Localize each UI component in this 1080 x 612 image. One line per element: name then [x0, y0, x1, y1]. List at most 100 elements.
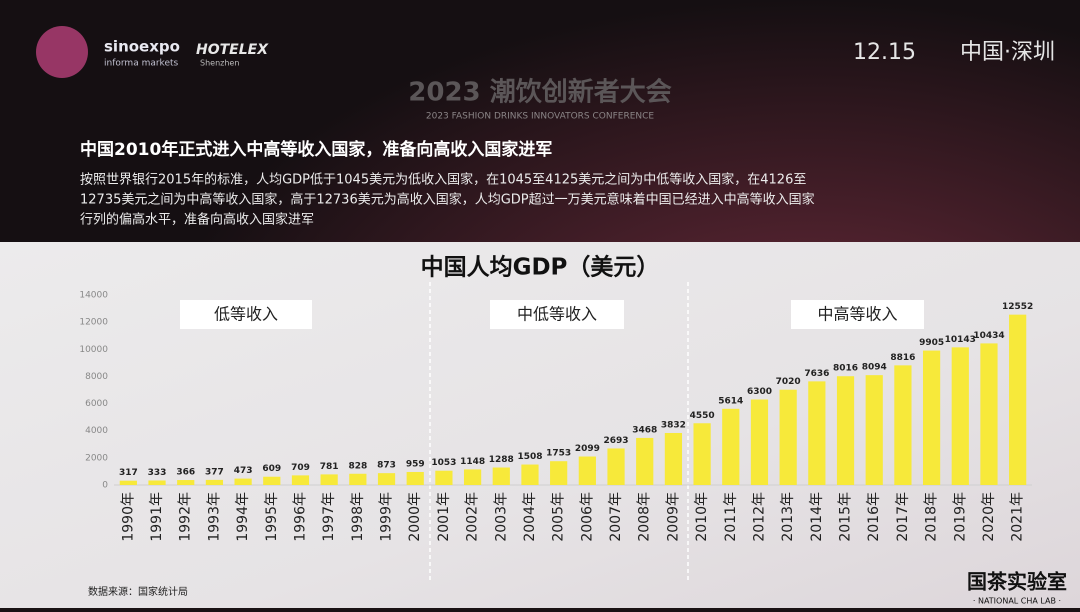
value-label: 1288	[489, 455, 514, 465]
bar	[320, 474, 338, 485]
bar	[550, 461, 568, 485]
date: 12.15	[853, 40, 916, 65]
logo: informa markets	[104, 59, 179, 69]
x-tick-label: 1998年	[350, 492, 366, 542]
bar	[1009, 314, 1027, 485]
bar	[463, 469, 482, 485]
bar	[377, 473, 396, 485]
x-tick-label: 2001年	[436, 492, 452, 542]
chart-panel	[0, 242, 1080, 608]
value-label: 7636	[804, 369, 829, 379]
value-label: 6300	[747, 387, 772, 397]
value-label: 10434	[973, 331, 1004, 341]
x-tick-label: 2012年	[751, 492, 767, 542]
event-title: 2023 潮饮创新者大会	[408, 77, 671, 108]
value-label: 9905	[919, 338, 944, 348]
bar	[779, 389, 797, 485]
bar	[263, 476, 281, 485]
brand-name: 国茶实验室	[967, 570, 1067, 594]
value-label: 10143	[945, 335, 976, 345]
x-tick-label: 1995年	[264, 492, 280, 542]
bar	[750, 399, 769, 485]
chart-title: 中国人均GDP（美元）	[421, 254, 660, 281]
x-tick-label: 2013年	[780, 492, 796, 542]
value-label: 3832	[661, 420, 686, 430]
bar	[406, 471, 424, 485]
bar	[521, 464, 539, 485]
value-label: 828	[348, 461, 367, 471]
band-label: 低等收入	[214, 305, 278, 324]
logo: HOTELEX	[196, 42, 269, 58]
band-label: 中高等收入	[817, 305, 897, 324]
bar	[836, 376, 855, 485]
x-tick-label: 2009年	[665, 492, 681, 542]
bar	[148, 480, 166, 485]
y-tick-label: 2000	[85, 453, 108, 463]
x-tick-label: 2018年	[924, 492, 940, 542]
value-label: 709	[291, 463, 310, 473]
body-line: 按照世界银行2015年的标准，人均GDP低于1045美元为低收入国家，在1045…	[80, 172, 806, 188]
body-line: 行列的偏高水平，准备向高收入国家进军	[80, 212, 314, 228]
value-label: 1053	[431, 458, 456, 468]
x-tick-label: 2005年	[551, 492, 567, 542]
event-subtitle: 2023 FASHION DRINKS INNOVATORS CONFERENC…	[426, 112, 655, 122]
logo: Shenzhen	[200, 59, 239, 68]
headline: 中国2010年正式进入中高等收入国家，准备向高收入国家进军	[80, 139, 552, 160]
x-tick-label: 1999年	[379, 492, 395, 542]
y-tick-label: 12000	[79, 318, 108, 328]
value-label: 333	[148, 468, 167, 478]
x-tick-label: 2006年	[579, 492, 595, 542]
bar	[722, 408, 740, 485]
x-tick-label: 1996年	[292, 492, 308, 542]
value-label: 12552	[1002, 302, 1033, 312]
value-label: 8816	[890, 353, 915, 363]
bar	[435, 470, 453, 485]
x-tick-label: 2016年	[866, 492, 882, 542]
x-tick-label: 2014年	[809, 492, 825, 542]
y-tick-label: 0	[102, 481, 108, 491]
value-label: 781	[320, 462, 339, 472]
bar	[291, 475, 310, 485]
value-label: 1148	[460, 457, 485, 467]
bar	[865, 375, 883, 485]
value-label: 1508	[517, 452, 542, 462]
x-tick-label: 1997年	[321, 492, 337, 542]
value-label: 3468	[632, 425, 657, 435]
value-label: 959	[406, 459, 425, 469]
x-tick-label: 2017年	[895, 492, 911, 542]
value-label: 5614	[718, 396, 743, 406]
x-tick-label: 1991年	[149, 492, 165, 542]
x-tick-label: 2004年	[522, 492, 538, 542]
bar	[492, 467, 510, 485]
bar	[349, 473, 367, 485]
x-tick-label: 2008年	[637, 492, 653, 542]
value-label: 4550	[690, 411, 715, 421]
bar	[664, 432, 683, 485]
y-tick-label: 6000	[85, 399, 108, 409]
value-label: 366	[176, 468, 195, 478]
bar	[205, 479, 224, 485]
location: 中国·深圳	[960, 40, 1055, 65]
bar	[951, 347, 969, 485]
body-line: 12735美元之间为中高等收入国家，高于12736美元为高收入国家，人均GDP超…	[80, 192, 815, 208]
x-tick-label: 2002年	[465, 492, 481, 542]
bar	[177, 480, 195, 485]
x-tick-label: 2020年	[981, 492, 997, 542]
value-label: 377	[205, 467, 224, 477]
value-label: 8094	[862, 363, 887, 373]
value-label: 2099	[575, 444, 600, 454]
bar	[922, 350, 941, 485]
x-tick-label: 2007年	[608, 492, 624, 542]
bar	[607, 448, 625, 485]
x-tick-label: 2021年	[1010, 492, 1026, 542]
x-tick-label: 2000年	[407, 492, 423, 542]
band-label-box	[791, 300, 924, 329]
x-tick-label: 2019年	[952, 492, 968, 542]
brand-tagline: · NATIONAL CHA LAB ·	[973, 597, 1061, 606]
bar	[808, 381, 826, 485]
bar	[119, 480, 137, 485]
x-tick-label: 1992年	[178, 492, 194, 542]
bar	[693, 423, 711, 485]
bar	[578, 456, 596, 485]
